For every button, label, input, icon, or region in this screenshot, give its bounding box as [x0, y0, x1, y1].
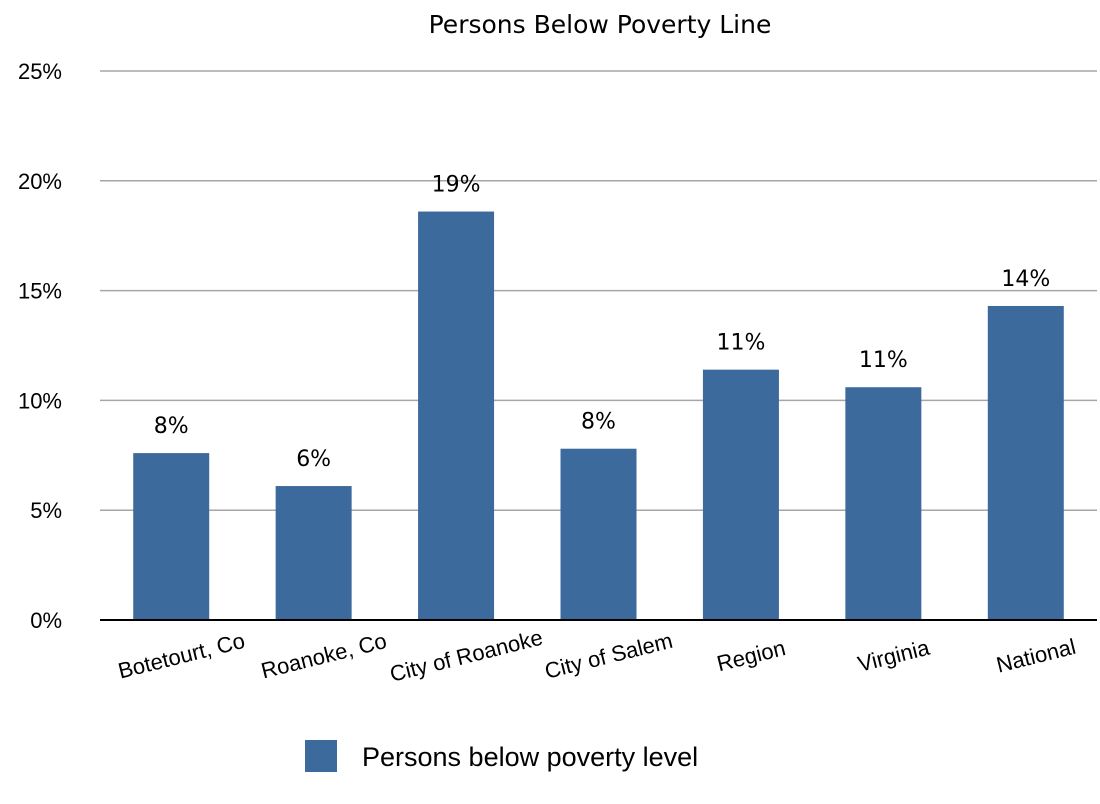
bars: [133, 211, 1064, 620]
bar: [275, 486, 352, 620]
bar: [845, 387, 922, 620]
x-tick-label: Virginia: [855, 635, 933, 677]
y-tick-label: 15%: [18, 279, 62, 304]
bar: [987, 305, 1064, 620]
x-tick-label: Roanoke, Co: [259, 628, 390, 683]
x-tick-label: City of Salem: [542, 628, 675, 684]
x-tick-label: National: [994, 634, 1078, 678]
legend: Persons below poverty level: [305, 740, 698, 772]
data-label: 8%: [154, 414, 189, 439]
y-axis-tick-labels: 0% 5% 10% 15% 20% 25%: [18, 59, 62, 633]
data-label: 6%: [296, 447, 331, 472]
chart-title: Persons Below Poverty Line: [429, 10, 772, 39]
y-tick-label: 25%: [18, 59, 62, 84]
data-label: 11%: [859, 348, 908, 373]
legend-swatch: [305, 740, 337, 772]
data-label: 19%: [432, 173, 481, 198]
bar: [702, 369, 779, 620]
data-label: 11%: [716, 331, 765, 356]
data-label: 8%: [581, 410, 616, 435]
gridlines: [100, 70, 1097, 511]
x-tick-label: Botetourt, Co: [115, 628, 247, 684]
data-labels: 8% 6% 19% 8% 11% 11% 14%: [154, 173, 1050, 473]
legend-label: Persons below poverty level: [362, 742, 698, 772]
bar: [560, 448, 637, 620]
x-tick-label: City of Roanoke: [387, 625, 545, 687]
bar: [133, 453, 210, 620]
bar: [418, 211, 495, 620]
x-tick-label: Region: [714, 635, 788, 676]
data-label: 14%: [1001, 267, 1050, 292]
y-tick-label: 5%: [30, 498, 62, 523]
y-tick-label: 10%: [18, 388, 62, 413]
y-tick-label: 20%: [18, 169, 62, 194]
y-tick-label: 0%: [30, 608, 62, 633]
